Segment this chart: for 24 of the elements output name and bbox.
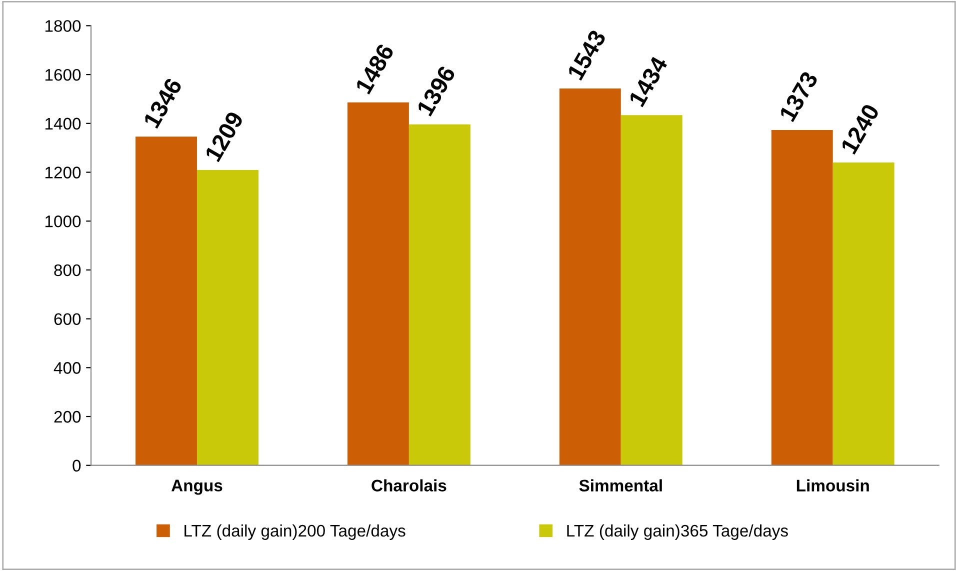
y-tick-label: 600 [54, 313, 81, 326]
x-tick-label: Limousin [796, 479, 869, 492]
bar [408, 124, 470, 466]
x-tick-label: Simmental [579, 479, 662, 492]
legend-label: LTZ (daily gain)200 Tage/days [184, 524, 406, 540]
x-tick-label: Angus [171, 480, 222, 495]
bar [620, 115, 682, 466]
bar [196, 170, 258, 466]
y-tick-label: 1400 [45, 118, 81, 130]
y-tick-label: 0 [72, 460, 81, 472]
bar [347, 102, 409, 466]
x-tick-label: Charolais [372, 479, 446, 492]
y-tick-label: 1200 [45, 166, 81, 178]
y-tick-label: 400 [54, 362, 81, 374]
y-tick-label: 1600 [45, 68, 81, 81]
y-tick-label: 800 [54, 264, 81, 276]
y-tick-label: 1800 [45, 20, 81, 32]
bar [771, 130, 833, 466]
legend-label: LTZ (daily gain)365 Tage/days [567, 524, 788, 540]
y-tick-label: 200 [54, 410, 81, 423]
bar [136, 136, 197, 466]
bar [832, 162, 894, 466]
y-tick-label: 1000 [45, 216, 81, 228]
bar [559, 88, 621, 466]
